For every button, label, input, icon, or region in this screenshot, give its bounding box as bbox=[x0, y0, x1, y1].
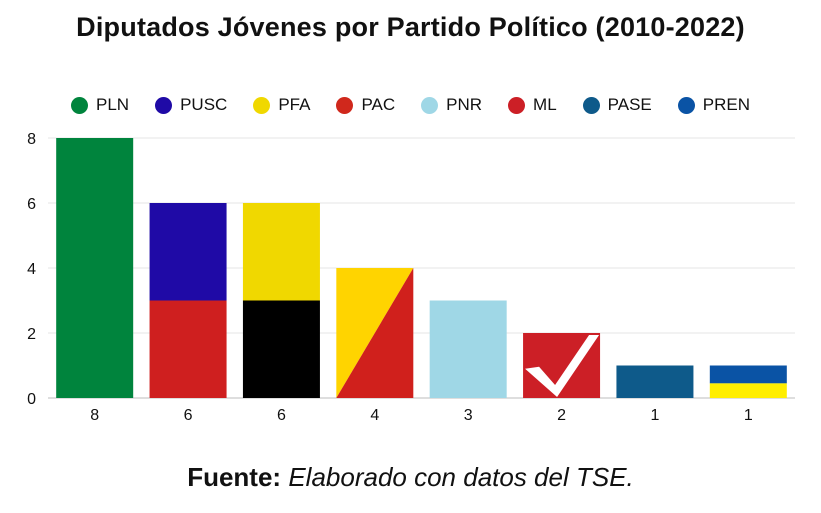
legend-item-pln: PLN bbox=[71, 95, 129, 115]
x-tick-label: 6 bbox=[184, 407, 193, 424]
legend-item-pac: PAC bbox=[336, 95, 395, 115]
bar-segment-bottom bbox=[709, 383, 787, 398]
legend-swatch bbox=[336, 96, 354, 114]
bar-5 bbox=[429, 300, 507, 398]
legend-label: PLN bbox=[96, 95, 130, 114]
bar-segment-bottom bbox=[242, 300, 320, 398]
bar-2 bbox=[149, 203, 227, 398]
x-tick-label: 1 bbox=[650, 407, 659, 424]
bar-3 bbox=[242, 203, 320, 398]
legend-item-pnr: PNR bbox=[421, 95, 482, 115]
legend-item-pase: PASE bbox=[582, 95, 652, 115]
chart-legend: PLN PUSC PFA PAC PNR ML PASE PREN bbox=[0, 95, 821, 115]
bar-fill bbox=[429, 300, 507, 398]
bar-segment-top bbox=[709, 365, 787, 384]
legend-swatch bbox=[677, 96, 695, 114]
legend-label: ML bbox=[533, 95, 557, 114]
legend-swatch bbox=[253, 96, 271, 114]
source-note: Fuente: Elaborado con datos del TSE. bbox=[0, 462, 821, 493]
bar-segment-right bbox=[336, 268, 414, 398]
bar-segment-bottom bbox=[149, 300, 227, 398]
legend-label: PUSC bbox=[180, 95, 228, 114]
legend-swatch bbox=[582, 96, 600, 114]
legend-item-pren: PREN bbox=[677, 95, 750, 115]
bar-1 bbox=[56, 138, 134, 398]
legend-swatch bbox=[71, 96, 88, 114]
legend-item-pusc: PUSC bbox=[155, 95, 227, 115]
bar-chart: 0 2 4 6 8 8 6 6 4 3 2 1 1 bbox=[27, 131, 795, 424]
bar-segment-top bbox=[149, 203, 227, 301]
bar-8 bbox=[709, 365, 787, 398]
bar-4 bbox=[336, 268, 414, 398]
y-tick-label: 6 bbox=[27, 196, 36, 213]
legend-label: PNR bbox=[446, 95, 483, 114]
legend-swatch bbox=[421, 96, 439, 114]
legend-label: PAC bbox=[361, 95, 396, 114]
y-tick-label: 8 bbox=[27, 131, 36, 148]
x-tick-label: 1 bbox=[744, 407, 753, 424]
x-tick-label: 2 bbox=[557, 407, 566, 424]
y-tick-label: 4 bbox=[27, 261, 36, 278]
source-label: Fuente: bbox=[187, 462, 282, 492]
legend-label: PASE bbox=[607, 95, 652, 114]
x-tick-label: 8 bbox=[90, 407, 99, 424]
bar-6 bbox=[523, 333, 601, 398]
legend-swatch bbox=[508, 96, 526, 114]
chart-title: Diputados Jóvenes por Partido Político (… bbox=[76, 12, 745, 42]
source-text: Elaborado con datos del TSE. bbox=[288, 462, 634, 492]
bar-fill bbox=[56, 138, 134, 398]
x-tick-label: 3 bbox=[464, 407, 473, 424]
legend-item-ml: ML bbox=[508, 95, 557, 115]
legend-label: PREN bbox=[702, 95, 750, 114]
checkmark-icon bbox=[525, 335, 600, 397]
x-tick-label: 6 bbox=[277, 407, 286, 424]
y-tick-label: 0 bbox=[27, 391, 36, 408]
y-tick-label: 2 bbox=[27, 326, 36, 343]
bar-segment-top bbox=[242, 203, 320, 301]
legend-swatch bbox=[155, 96, 173, 114]
bar-7 bbox=[616, 365, 694, 398]
x-tick-label: 4 bbox=[370, 407, 379, 424]
bar-fill bbox=[616, 365, 694, 398]
legend-label: PFA bbox=[278, 95, 311, 114]
legend-item-pfa: PFA bbox=[253, 95, 310, 115]
